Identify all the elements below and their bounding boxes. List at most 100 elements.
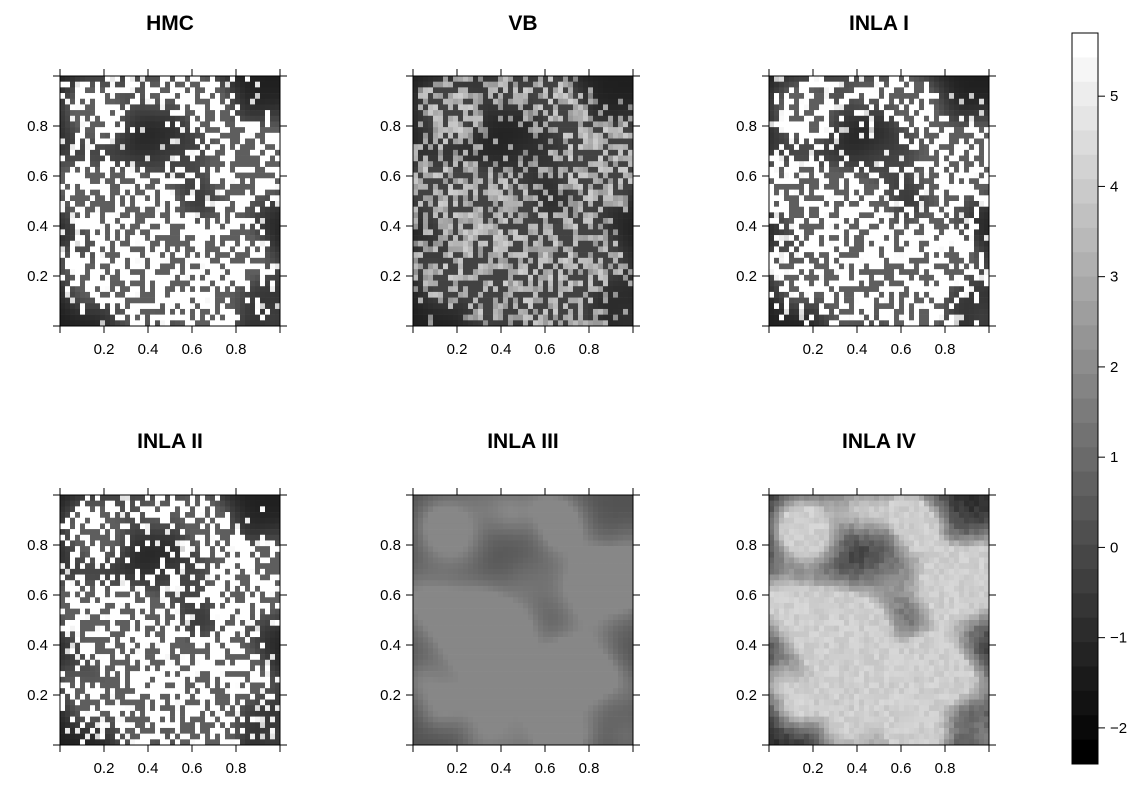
y-tick-label: 0.2 xyxy=(736,268,757,285)
heatmap-panel: VB 0.2 0.4 0.6 0.8 0.2 0.4 0.6 0.8 xyxy=(380,12,640,358)
x-tick-label: 0.8 xyxy=(226,760,247,777)
y-tick-label: 0.4 xyxy=(380,218,401,235)
colorbar-step xyxy=(1072,617,1098,643)
y-tick-label: 0.6 xyxy=(27,587,48,604)
x-tick-label: 0.2 xyxy=(94,760,115,777)
x-tick-label: 0.2 xyxy=(94,341,115,358)
x-tick-label: 0.8 xyxy=(579,341,600,358)
y-tick-label: 0.2 xyxy=(380,687,401,704)
heatmap-panel: INLA III 0.2 0.4 0.6 0.8 0.2 0.4 0.6 0.8 xyxy=(380,430,640,777)
panel-frame xyxy=(412,75,634,327)
colorbar-step xyxy=(1072,447,1098,473)
x-tick-label: 0.2 xyxy=(447,341,468,358)
x-tick-label: 0.6 xyxy=(891,760,912,777)
colorbar-step xyxy=(1072,301,1098,326)
panel-title: VB xyxy=(508,12,537,35)
heat-cells xyxy=(60,495,281,746)
heat-cells xyxy=(413,495,634,746)
heatmap-panel: INLA I 0.2 0.4 0.6 0.8 0.2 0.4 0.6 0.8 xyxy=(736,12,996,358)
y-tick-label: 0.6 xyxy=(27,168,48,185)
y-tick-label: 0.2 xyxy=(27,687,48,704)
y-tick-label: 0.8 xyxy=(736,118,757,135)
heat-cells xyxy=(60,76,281,327)
heat-cells xyxy=(769,76,990,327)
y-tick-label: 0.2 xyxy=(27,268,48,285)
x-tick-label: 0.6 xyxy=(535,341,556,358)
colorbar-tick-label: 3 xyxy=(1110,269,1118,286)
panel-title: INLA I xyxy=(849,12,909,35)
colorbar-step xyxy=(1072,81,1098,107)
colorbar-step xyxy=(1072,106,1098,131)
y-tick-label: 0.8 xyxy=(380,537,401,554)
colorbar-step xyxy=(1072,471,1098,497)
x-tick-label: 0.6 xyxy=(891,341,912,358)
colorbar-step xyxy=(1072,715,1098,741)
colorbar-step xyxy=(1072,495,1098,521)
colorbar-step xyxy=(1072,130,1098,156)
colorbar-tick-label: −2 xyxy=(1110,720,1127,737)
x-tick-label: 0.8 xyxy=(579,760,600,777)
y-tick-label: 0.4 xyxy=(27,218,48,235)
y-tick-label: 0.4 xyxy=(736,218,757,235)
colorbar-step xyxy=(1072,227,1098,253)
panel-frame xyxy=(59,494,281,746)
panel-title: INLA III xyxy=(487,430,559,453)
x-tick-label: 0.6 xyxy=(535,760,556,777)
x-tick-label: 0.6 xyxy=(182,341,203,358)
x-tick-label: 0.4 xyxy=(138,341,159,358)
colorbar-step xyxy=(1072,203,1098,229)
y-tick-label: 0.4 xyxy=(27,637,48,654)
heatmap-panel: INLA II 0.2 0.4 0.6 0.8 0.2 0.4 0.6 0.8 xyxy=(27,430,287,777)
colorbar-step xyxy=(1072,398,1098,424)
y-tick-label: 0.8 xyxy=(27,537,48,554)
x-tick-label: 0.2 xyxy=(803,760,824,777)
x-tick-label: 0.2 xyxy=(447,760,468,777)
colorbar-tick-label: −1 xyxy=(1110,630,1127,647)
y-tick-label: 0.6 xyxy=(380,587,401,604)
x-tick-label: 0.8 xyxy=(935,341,956,358)
panel-frame xyxy=(768,75,990,327)
y-tick-label: 0.8 xyxy=(736,537,757,554)
colorbar-step xyxy=(1072,33,1098,58)
y-tick-label: 0.8 xyxy=(27,118,48,135)
colorbar-step xyxy=(1072,154,1098,180)
colorbar-step xyxy=(1072,325,1098,351)
colorbar-step xyxy=(1072,349,1098,375)
colorbar-step xyxy=(1072,690,1098,716)
heatmap-panel: INLA IV 0.2 0.4 0.6 0.8 0.2 0.4 0.6 0.8 xyxy=(736,430,996,777)
colorbar-tick-label: 2 xyxy=(1110,359,1118,376)
colorbar-step xyxy=(1072,374,1098,399)
x-tick-label: 0.4 xyxy=(491,341,512,358)
panel-frame xyxy=(412,494,634,746)
colorbar: 5 4 3 2 1 0 −1 −2 xyxy=(1071,32,1127,765)
colorbar-frame xyxy=(1071,32,1099,765)
y-tick-label: 0.6 xyxy=(380,168,401,185)
y-tick-label: 0.8 xyxy=(380,118,401,135)
y-tick-label: 0.6 xyxy=(736,168,757,185)
x-tick-label: 0.4 xyxy=(847,341,868,358)
x-tick-label: 0.6 xyxy=(182,760,203,777)
x-tick-label: 0.8 xyxy=(935,760,956,777)
y-tick-label: 0.2 xyxy=(736,687,757,704)
colorbar-tick-label: 4 xyxy=(1110,178,1118,195)
colorbar-step xyxy=(1072,642,1098,668)
panel-title: HMC xyxy=(146,12,194,35)
colorbar-step xyxy=(1072,739,1098,765)
colorbar-step xyxy=(1072,666,1098,692)
colorbar-step xyxy=(1072,422,1098,448)
colorbar-step xyxy=(1072,179,1098,205)
colorbar-step xyxy=(1072,57,1098,83)
x-tick-label: 0.4 xyxy=(138,760,159,777)
x-tick-label: 0.4 xyxy=(491,760,512,777)
colorbar-step xyxy=(1072,593,1098,619)
heat-cells xyxy=(413,76,634,327)
y-tick-label: 0.4 xyxy=(736,637,757,654)
y-tick-label: 0.2 xyxy=(380,268,401,285)
heatmap-panel: HMC 0.2 0.4 0.6 0.8 0.2 0.4 0.6 0.8 xyxy=(27,12,287,358)
colorbar-tick-label: 5 xyxy=(1110,88,1118,105)
colorbar-tick-label: 0 xyxy=(1110,539,1118,556)
colorbar-step xyxy=(1072,276,1098,302)
colorbar-step xyxy=(1072,252,1098,278)
panel-title: INLA II xyxy=(137,430,203,453)
